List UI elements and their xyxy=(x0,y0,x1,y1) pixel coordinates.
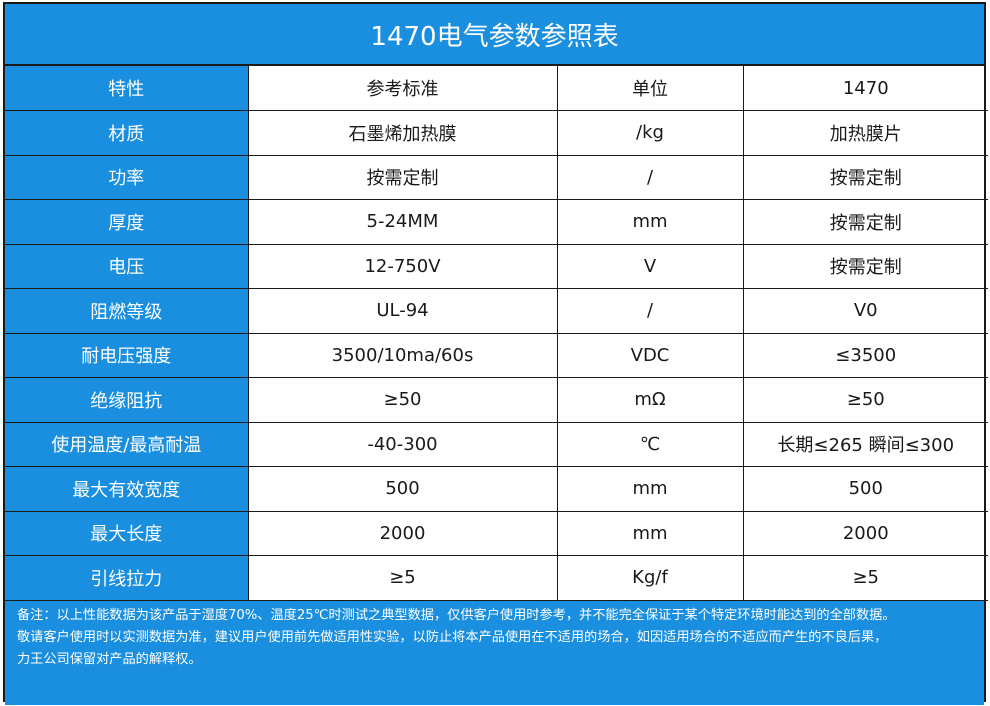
row-unit-cell: /kg xyxy=(557,110,744,156)
row-label-cell: 使用温度/最高耐温 xyxy=(5,422,249,467)
row-standard-cell: 石墨烯加热膜 xyxy=(248,110,558,156)
row-standard-cell: 500 xyxy=(248,466,558,512)
row-unit-cell: mΩ xyxy=(557,377,744,423)
row-value-cell: 2000 xyxy=(743,511,988,556)
table-row: 引线拉力 ≥5 Kg/f ≥5 xyxy=(5,555,988,601)
row-unit-cell: mm xyxy=(557,511,744,556)
row-standard-cell: ≥50 xyxy=(248,377,558,423)
row-unit-cell: mm xyxy=(557,199,744,245)
row-label-cell: 材质 xyxy=(5,110,249,156)
row-unit-cell: / xyxy=(557,288,744,334)
row-value-cell: ≤3500 xyxy=(743,333,988,378)
row-value-cell: 1470 xyxy=(743,66,988,111)
row-label-cell: 特性 xyxy=(5,66,249,111)
row-value-cell: 加热膜片 xyxy=(743,110,988,156)
row-standard-cell: 按需定制 xyxy=(248,155,558,200)
row-label-cell: 最大有效宽度 xyxy=(5,466,249,512)
row-standard-cell: UL-94 xyxy=(248,288,558,334)
row-value-cell: 500 xyxy=(743,466,988,512)
row-unit-cell: mm xyxy=(557,466,744,512)
table-row: 最大有效宽度 500 mm 500 xyxy=(5,466,988,512)
parameter-table-body: 特性 参考标准 单位 1470 材质 石墨烯加热膜/kg 加热膜片 功率 按需定制 / 按需定制 厚度… xyxy=(5,66,988,601)
row-label-cell: 功率 xyxy=(5,155,249,200)
row-value-cell: ≥50 xyxy=(743,377,988,423)
remarks-line-1: 备注：以上性能数据为该产品于湿度70%、温度25℃时测试之典型数据，仅供客户使用… xyxy=(17,607,896,623)
remarks-note: 备注：以上性能数据为该产品于湿度70%、温度25℃时测试之典型数据，仅供客户使用… xyxy=(5,600,984,705)
row-unit-cell: Kg/f xyxy=(557,555,744,601)
table-row: 材质 石墨烯加热膜/kg 加热膜片 xyxy=(5,110,988,156)
row-value-cell: ≥5 xyxy=(743,555,988,601)
row-label-cell: 耐电压强度 xyxy=(5,333,249,378)
table-row: 特性 参考标准 单位 1470 xyxy=(5,66,988,111)
row-label-cell: 阻燃等级 xyxy=(5,288,249,334)
table-row: 使用温度/最高耐温 -40-300 ℃ 长期≤265 瞬间≤300 xyxy=(5,422,988,467)
row-value-cell: 长期≤265 瞬间≤300 xyxy=(743,422,988,467)
table-row: 厚度 5-24MM mm 按需定制 xyxy=(5,199,988,245)
row-value-cell: 按需定制 xyxy=(743,244,988,289)
row-standard-cell: 12-750V xyxy=(248,244,558,289)
row-label-cell: 最大长度 xyxy=(5,511,249,556)
row-unit-cell: VDC xyxy=(557,333,744,378)
parameter-sheet: 1470电气参数参照表 特性 参考标准 单位 1470 材质 石墨烯加热膜/kg 加热膜片功… xyxy=(3,2,988,705)
row-label-cell: 绝缘阻抗 xyxy=(5,377,249,423)
row-standard-cell: 5-24MM xyxy=(248,199,558,245)
row-unit-cell: 单位 xyxy=(557,66,744,111)
row-value-cell: 按需定制 xyxy=(743,155,988,200)
remarks-line-3: 力王公司保留对产品的解释权。 xyxy=(17,651,202,667)
table-row: 阻燃等级 UL-94/V0 xyxy=(5,288,988,334)
row-standard-cell: 参考标准 xyxy=(248,66,558,111)
row-value-cell: 按需定制 xyxy=(743,199,988,245)
table-row: 绝缘阻抗 ≥50 mΩ ≥50 xyxy=(5,377,988,423)
remarks-line-2: 敬请客户使用时以实测数据为准，建议用户使用前先做适用性实验，以防止将本产品使用在… xyxy=(17,629,888,645)
row-standard-cell: ≥5 xyxy=(248,555,558,601)
table-row: 最大长度 2000 mm 2000 xyxy=(5,511,988,556)
page-title: 1470电气参数参照表 xyxy=(5,4,984,66)
table-row: 功率 按需定制 / 按需定制 xyxy=(5,155,988,200)
row-unit-cell: / xyxy=(557,155,744,200)
row-unit-cell: ℃ xyxy=(557,422,744,467)
row-standard-cell: 3500/10ma/60s xyxy=(248,333,558,378)
row-unit-cell: V xyxy=(557,244,744,289)
row-label-cell: 电压 xyxy=(5,244,249,289)
row-label-cell: 引线拉力 xyxy=(5,555,249,601)
table-row: 耐电压强度 3500/10ma/60s VDC ≤3500 xyxy=(5,333,988,378)
row-value-cell: V0 xyxy=(743,288,988,334)
row-standard-cell: 2000 xyxy=(248,511,558,556)
parameter-table: 特性 参考标准 单位 1470 材质 石墨烯加热膜/kg 加热膜片 功率 按需定制 / 按需定制 厚度… xyxy=(5,66,988,601)
row-standard-cell: -40-300 xyxy=(248,422,558,467)
row-label-cell: 厚度 xyxy=(5,199,249,245)
table-row: 电压 12-750V V 按需定制 xyxy=(5,244,988,289)
